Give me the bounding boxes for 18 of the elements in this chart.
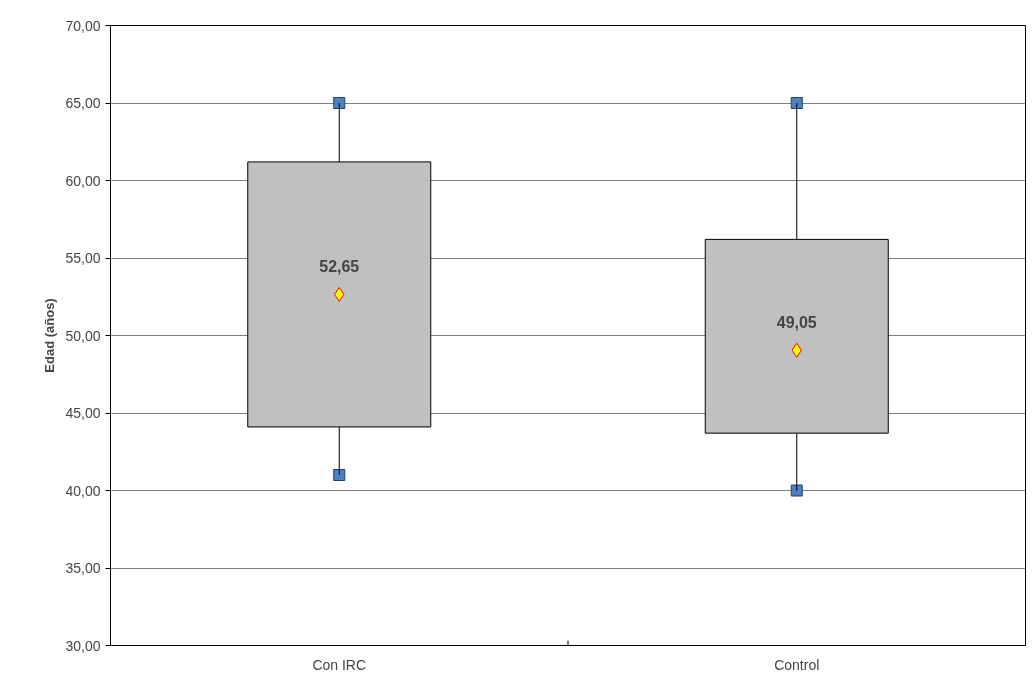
x-tick-label: Con IRC <box>312 656 367 673</box>
x-tick-label: Control <box>774 656 820 673</box>
annotation: 52,65 <box>319 258 360 276</box>
y-tick-label: 65,00 <box>65 95 101 111</box>
y-tick-label: 70,00 <box>65 17 101 34</box>
point <box>333 97 346 109</box>
y-axis-title: Edad (años) <box>42 298 58 373</box>
y-tick-label: 50,00 <box>65 327 101 344</box>
y-tick-label: 30,00 <box>65 637 101 654</box>
y-tick-label: 55,00 <box>65 250 101 266</box>
point <box>790 97 803 109</box>
y-tick-label: 60,00 <box>65 172 101 189</box>
point <box>790 484 803 497</box>
y-tick-label: 45,00 <box>65 405 101 421</box>
y-tick-label: 35,00 <box>65 560 101 576</box>
point <box>333 469 346 481</box>
annotation: 49,05 <box>776 314 817 332</box>
y-tick-label: 40,00 <box>65 482 101 499</box>
